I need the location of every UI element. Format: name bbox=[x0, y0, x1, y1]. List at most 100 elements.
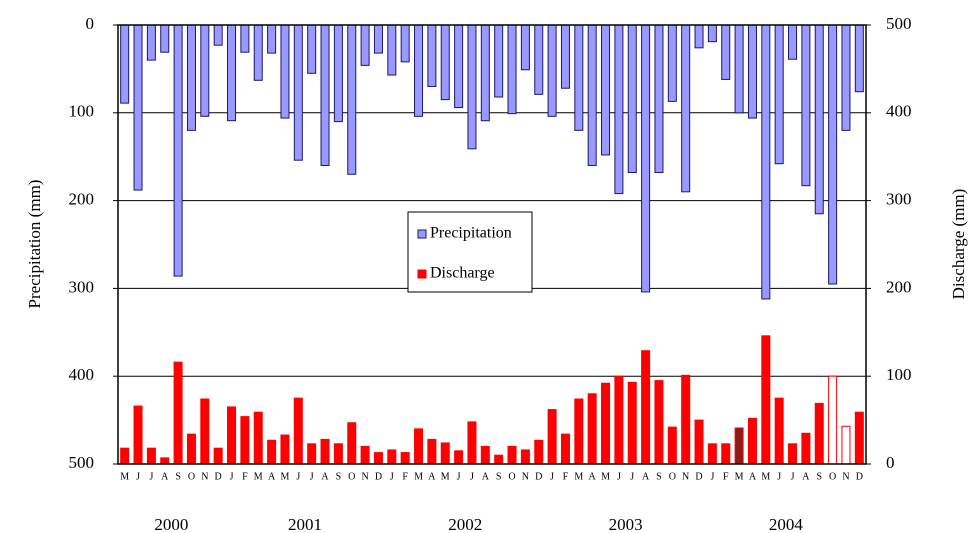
discharge-bar bbox=[454, 450, 464, 465]
y2-tick-label: 100 bbox=[886, 365, 912, 384]
discharge-bar bbox=[373, 452, 383, 465]
x-tick-label: M bbox=[761, 471, 770, 482]
x-tick-label: O bbox=[188, 471, 195, 482]
discharge-bar bbox=[601, 382, 611, 465]
discharge-bar bbox=[293, 397, 303, 465]
precipitation-bar bbox=[480, 24, 490, 122]
precipitation-bar bbox=[240, 24, 250, 53]
x-tick-label: D bbox=[215, 471, 222, 482]
x-tick-label: N bbox=[682, 471, 689, 482]
x-tick-label: J bbox=[630, 471, 634, 482]
discharge-bar bbox=[186, 433, 196, 465]
x-tick-label: J bbox=[296, 471, 300, 482]
precipitation-bar bbox=[400, 24, 410, 63]
precipitation-bar bbox=[200, 24, 210, 117]
x-tick-label: J bbox=[310, 471, 314, 482]
year-label: 2003 bbox=[609, 515, 643, 533]
x-tick-label: N bbox=[361, 471, 368, 482]
x-tick-label: F bbox=[563, 471, 569, 482]
precipitation-bar bbox=[828, 24, 838, 285]
discharge-bar bbox=[828, 375, 838, 465]
precipitation-bar bbox=[387, 24, 397, 76]
y-tick-label: 500 bbox=[69, 453, 95, 472]
x-tick-label: A bbox=[802, 471, 810, 482]
precipitation-bar bbox=[160, 24, 170, 53]
x-tick-label: O bbox=[669, 471, 676, 482]
precipitation-bar bbox=[814, 24, 824, 215]
discharge-bar bbox=[694, 419, 704, 465]
legend-swatch bbox=[417, 269, 427, 279]
y-tick-label: 300 bbox=[69, 277, 95, 296]
precipitation-bar bbox=[333, 24, 343, 123]
x-tick-label: J bbox=[457, 471, 461, 482]
x-tick-label: J bbox=[617, 471, 621, 482]
discharge-bar bbox=[641, 350, 651, 465]
discharge-bar bbox=[240, 416, 250, 465]
precipitation-bar bbox=[347, 24, 357, 175]
discharge-bar bbox=[507, 445, 517, 465]
discharge-bar bbox=[400, 452, 410, 465]
discharge-bar bbox=[627, 381, 637, 465]
x-tick-label: M bbox=[120, 471, 129, 482]
x-tick-label: A bbox=[268, 471, 276, 482]
x-tick-label: J bbox=[777, 471, 781, 482]
discharge-bar bbox=[200, 398, 210, 465]
discharge-bar bbox=[560, 433, 570, 465]
x-tick-label: D bbox=[695, 471, 702, 482]
discharge-bar bbox=[387, 449, 397, 465]
precipitation-bar bbox=[440, 24, 450, 101]
x-tick-label: O bbox=[508, 471, 515, 482]
precipitation-bar bbox=[213, 24, 223, 46]
discharge-bar bbox=[320, 438, 330, 465]
discharge-bar bbox=[213, 447, 223, 465]
precipitation-bar bbox=[587, 24, 597, 166]
discharge-bar bbox=[801, 432, 811, 465]
precipitation-bar bbox=[293, 24, 303, 161]
discharge-bar bbox=[480, 445, 490, 465]
year-label: 2004 bbox=[769, 515, 804, 533]
discharge-bar bbox=[747, 417, 757, 465]
precipitation-bar bbox=[694, 24, 704, 49]
precipitation-bar bbox=[253, 24, 263, 81]
discharge-bar bbox=[854, 411, 864, 465]
x-tick-label: A bbox=[589, 471, 597, 482]
precipitation-bar bbox=[574, 24, 584, 131]
x-tick-label: J bbox=[230, 471, 234, 482]
x-tick-label: A bbox=[482, 471, 490, 482]
x-tick-label: F bbox=[402, 471, 408, 482]
discharge-bar bbox=[133, 405, 143, 465]
discharge-bar bbox=[721, 443, 731, 465]
x-tick-label: A bbox=[428, 471, 436, 482]
discharge-bar bbox=[574, 398, 584, 465]
discharge-bar bbox=[814, 402, 824, 465]
discharge-bar bbox=[146, 447, 156, 465]
discharge-bar bbox=[467, 421, 477, 465]
precipitation-bar bbox=[654, 24, 664, 174]
legend-box bbox=[407, 211, 533, 293]
x-tick-label: A bbox=[321, 471, 329, 482]
x-tick-label: M bbox=[735, 471, 744, 482]
y-tick-label: 400 bbox=[69, 365, 95, 384]
precipitation-bar bbox=[186, 24, 196, 131]
x-tick-label: J bbox=[136, 471, 140, 482]
x-tick-label: M bbox=[441, 471, 450, 482]
x-tick-label: J bbox=[550, 471, 554, 482]
x-tick-label: D bbox=[856, 471, 863, 482]
discharge-bar bbox=[160, 457, 170, 465]
precipitation-bar bbox=[667, 24, 677, 102]
x-tick-label: F bbox=[242, 471, 248, 482]
discharge-bar bbox=[253, 411, 263, 465]
precipitation-bar bbox=[627, 24, 637, 174]
y2-tick-label: 300 bbox=[886, 190, 912, 209]
x-tick-label: O bbox=[829, 471, 836, 482]
x-tick-label: S bbox=[496, 471, 502, 482]
year-label: 2000 bbox=[154, 515, 188, 533]
precipitation-bar bbox=[120, 24, 130, 104]
precipitation-bar bbox=[133, 24, 143, 191]
precipitation-bar bbox=[320, 24, 330, 166]
precipitation-bar bbox=[467, 24, 477, 150]
year-label: 2001 bbox=[288, 515, 322, 533]
discharge-bar bbox=[734, 427, 744, 465]
x-tick-label: J bbox=[791, 471, 795, 482]
